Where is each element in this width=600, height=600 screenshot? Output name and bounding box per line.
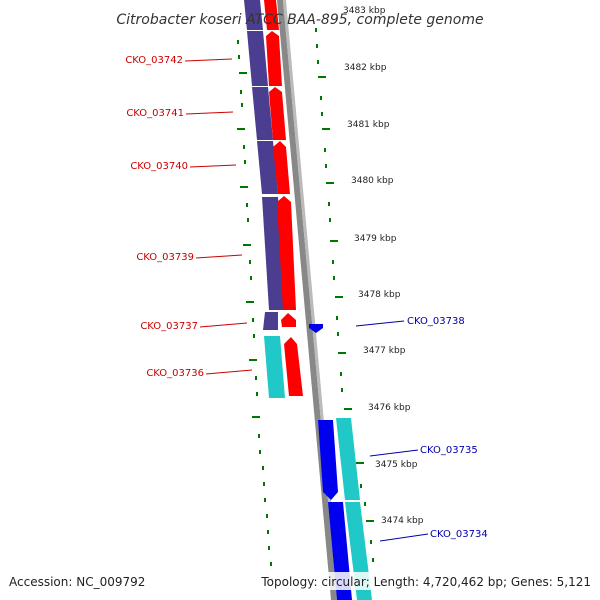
gene-label-cko-03742[interactable]: CKO_03742 xyxy=(125,55,183,66)
gene-block-cyan-right-1 xyxy=(336,418,360,500)
gene-block-blue-1 xyxy=(318,420,338,500)
gene-label-cko-03739[interactable]: CKO_03739 xyxy=(136,252,194,263)
gene-arrow-blue-small xyxy=(309,324,323,333)
scale-label-3478: 3478 kbp xyxy=(358,290,401,300)
scale-label-3475: 3475 kbp xyxy=(375,460,418,470)
gene-label-cko-03741[interactable]: CKO_03741 xyxy=(126,108,184,119)
gene-block-purple-3 xyxy=(257,141,278,194)
gene-block-purple-5 xyxy=(263,312,278,330)
footer-summary-bg xyxy=(258,572,596,590)
scale-label-3476: 3476 kbp xyxy=(368,403,411,413)
scale-label-3481: 3481 kbp xyxy=(347,120,390,130)
gene-label-cko-03736[interactable]: CKO_03736 xyxy=(146,368,204,379)
gene-label-cko-03740[interactable]: CKO_03740 xyxy=(130,161,188,172)
scale-label-3474: 3474 kbp xyxy=(381,516,424,526)
accession-text: Accession: NC_009792 xyxy=(9,575,145,589)
map-title: Citrobacter koseri ATCC BAA-895, complet… xyxy=(116,12,483,28)
gene-block-purple-2 xyxy=(252,87,273,140)
gene-block-red-4 xyxy=(277,196,296,310)
scale-label-3477: 3477 kbp xyxy=(363,346,406,356)
gene-label-cko-03738[interactable]: CKO_03738 xyxy=(407,316,465,327)
gene-block-red-3 xyxy=(273,141,290,194)
footer-accession-bg xyxy=(4,572,146,590)
gene-block-purple-1 xyxy=(247,31,268,86)
gene-labels-right: CKO_03738 CKO_03735 CKO_03734 xyxy=(407,316,488,540)
gene-label-cko-03735[interactable]: CKO_03735 xyxy=(420,445,478,456)
scale-label-3482: 3482 kbp xyxy=(344,63,387,73)
gene-label-cko-03737[interactable]: CKO_03737 xyxy=(140,321,198,332)
gene-label-cko-03734[interactable]: CKO_03734 xyxy=(430,529,488,540)
gene-block-purple-top xyxy=(244,0,263,30)
gene-block-cyan-left xyxy=(264,336,285,398)
scale-label-3480: 3480 kbp xyxy=(351,176,394,186)
gene-block-red-6 xyxy=(284,337,303,396)
gene-block-red-top xyxy=(264,0,279,30)
gene-block-red-1 xyxy=(266,31,282,86)
gene-labels-left: CKO_03742 CKO_03741 CKO_03740 CKO_03739 … xyxy=(125,55,204,379)
label-connectors xyxy=(184,58,429,542)
genome-summary-text: Topology: circular; Length: 4,720,462 bp… xyxy=(260,575,591,589)
scale-label-3479: 3479 kbp xyxy=(354,234,397,244)
gene-block-red-2 xyxy=(269,87,286,140)
scale-label-3483: 3483 kbp xyxy=(343,6,386,16)
red-gene-track xyxy=(264,0,303,396)
gene-block-red-5 xyxy=(281,313,296,327)
scale-labels: 3483 kbp 3482 kbp 3481 kbp 3480 kbp 3479… xyxy=(343,6,424,526)
